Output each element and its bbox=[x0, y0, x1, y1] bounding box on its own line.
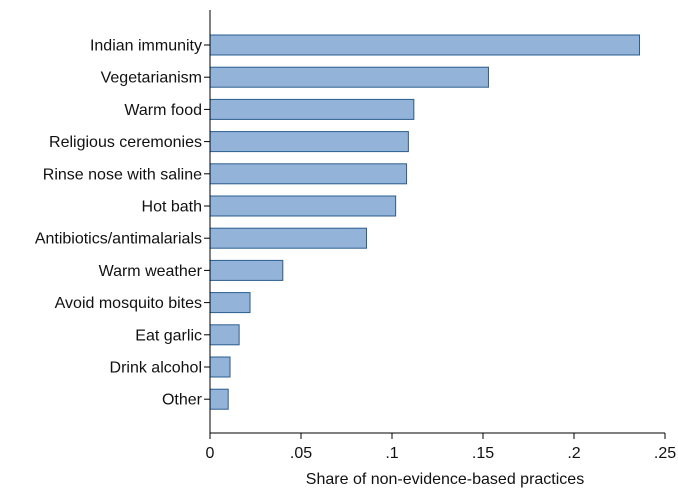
bar-warm-food bbox=[209, 98, 415, 120]
y-tick-label: Avoid mosquito bites bbox=[55, 295, 202, 312]
bars-group bbox=[209, 34, 641, 410]
bar-warm-weather bbox=[209, 259, 284, 281]
y-tick-label: Religious ceremonies bbox=[49, 134, 202, 151]
bar-antibiotics-antimalarials bbox=[209, 227, 368, 249]
y-tick-label: Indian immunity bbox=[90, 38, 202, 55]
bar-eat-garlic bbox=[209, 324, 240, 346]
x-tick-label: .2 bbox=[567, 445, 580, 462]
bar-hot-bath bbox=[209, 195, 397, 217]
x-axis-label: Share of non-evidence-based practices bbox=[306, 471, 584, 488]
y-tick-label: Eat garlic bbox=[135, 327, 202, 344]
bar-other bbox=[209, 388, 229, 410]
y-tick-label: Hot bath bbox=[142, 199, 202, 216]
x-tick-label: 0 bbox=[206, 445, 215, 462]
bar-indian-immunity bbox=[209, 34, 641, 56]
x-tick-label: .1 bbox=[385, 445, 398, 462]
x-tick-label: .25 bbox=[654, 445, 676, 462]
x-tick-label: .05 bbox=[290, 445, 312, 462]
axes-group: Indian immunity Vegetarianism Warm food Rel… bbox=[35, 10, 676, 462]
y-tick-label: Warm food bbox=[124, 102, 202, 119]
bar-vegetarianism bbox=[209, 66, 489, 88]
y-tick-label: Vegetarianism bbox=[101, 70, 202, 87]
bar-rinse-nose-with-saline bbox=[209, 163, 408, 185]
y-tick-label: Antibiotics/antimalarials bbox=[35, 231, 202, 248]
bar-religious-ceremonies bbox=[209, 131, 409, 153]
bar-drink-alcohol bbox=[209, 356, 231, 378]
bar-avoid-mosquito-bites bbox=[209, 292, 251, 314]
y-tick-label: Rinse nose with saline bbox=[43, 166, 202, 183]
y-tick-label: Other bbox=[162, 392, 203, 409]
y-tick-label: Drink alcohol bbox=[110, 360, 202, 377]
y-tick-label: Warm weather bbox=[99, 263, 203, 280]
x-tick-label: .15 bbox=[472, 445, 494, 462]
